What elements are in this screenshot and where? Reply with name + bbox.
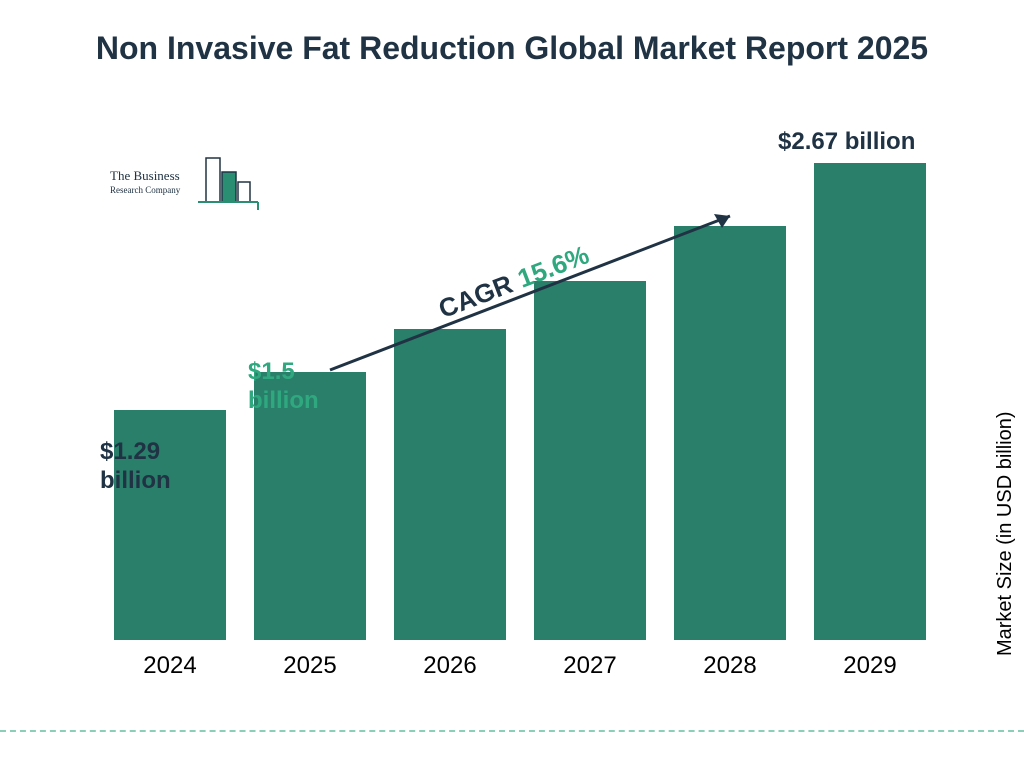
x-axis-labels: 2024 2025 2026 2027 2028 2029 <box>100 652 940 680</box>
xlabel-2029: 2029 <box>810 652 930 680</box>
bottom-dashed-divider <box>0 730 1024 732</box>
xlabel-2024: 2024 <box>110 652 230 680</box>
xlabel-2025: 2025 <box>250 652 370 680</box>
bar-2029 <box>814 163 926 640</box>
value-label-2024-amount: $1.29 <box>100 438 171 467</box>
xlabel-2028: 2028 <box>670 652 790 680</box>
value-label-2025-amount: $1.5 <box>248 358 319 387</box>
cagr-arrow-icon <box>320 200 760 390</box>
value-label-2025-unit: billion <box>248 387 319 416</box>
xlabel-2026: 2026 <box>390 652 510 680</box>
value-label-2029: $2.67 billion <box>778 128 915 157</box>
xlabel-2027: 2027 <box>530 652 650 680</box>
value-label-2024-unit: billion <box>100 467 171 496</box>
y-axis-label: Market Size (in USD billion) <box>995 412 1018 657</box>
value-label-2025: $1.5 billion <box>248 358 319 416</box>
bar-slot-2029 <box>810 163 930 640</box>
cagr-annotation: CAGR15.6% <box>320 200 740 360</box>
chart-title: Non Invasive Fat Reduction Global Market… <box>0 28 1024 68</box>
value-label-2024: $1.29 billion <box>100 438 171 496</box>
